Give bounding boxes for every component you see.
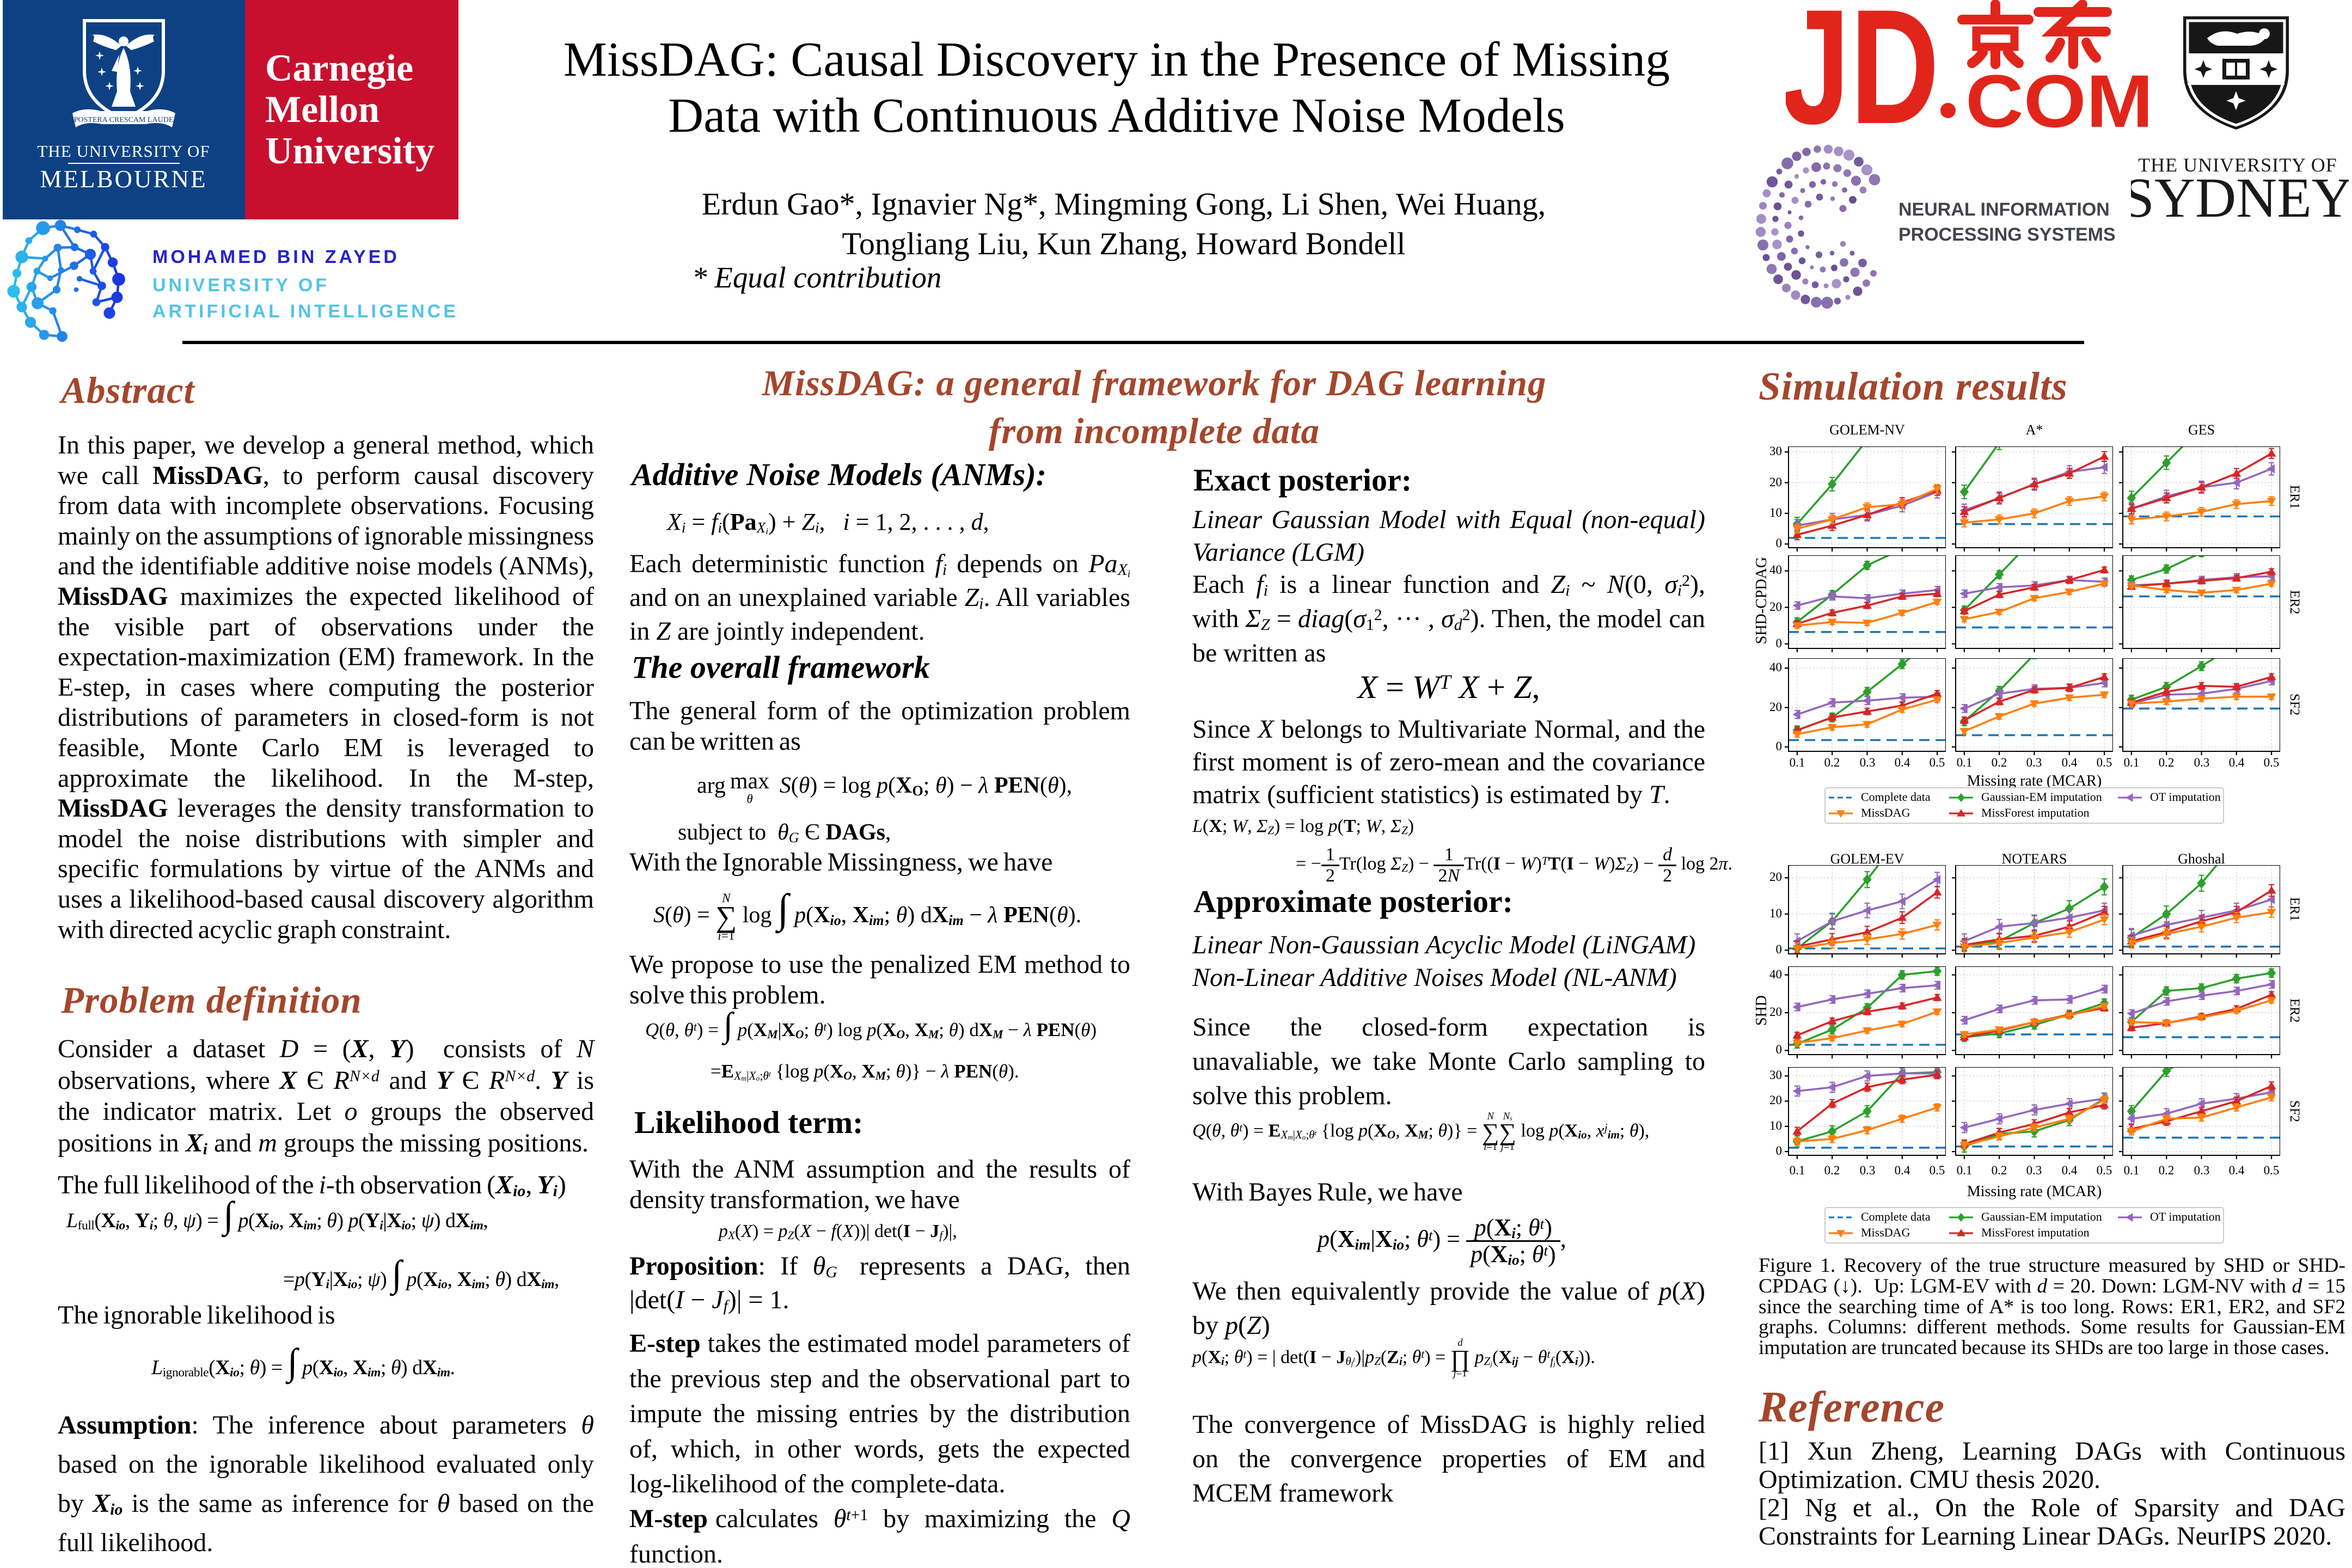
svg-text:THE UNIVERSITY OF: THE UNIVERSITY OF xyxy=(37,142,210,161)
svg-text:SYDNEY: SYDNEY xyxy=(2131,167,2349,218)
svg-text:MELBOURNE: MELBOURNE xyxy=(40,166,207,193)
svg-text:THE UNIVERSITY OF: THE UNIVERSITY OF xyxy=(2138,154,2337,176)
svg-text:COM: COM xyxy=(1965,60,2153,128)
svg-text:JD: JD xyxy=(1786,0,1939,128)
svg-text:POSTERA CRESCAM LAUDE: POSTERA CRESCAM LAUDE xyxy=(74,116,174,124)
